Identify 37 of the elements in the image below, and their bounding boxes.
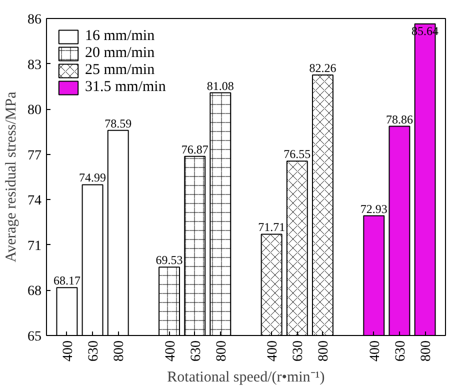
y-tick-label: 77 xyxy=(28,148,42,164)
x-tick-label: 630 xyxy=(393,340,408,362)
y-axis-title: Average residual stress/MPa xyxy=(4,91,20,262)
legend-label: 31.5 mm/min xyxy=(85,79,166,96)
y-tick-label: 74 xyxy=(28,194,42,209)
x-tick-label: 800 xyxy=(419,340,434,362)
data-label: 82.26 xyxy=(309,60,336,75)
x-tick-label: 400 xyxy=(266,340,281,362)
x-tick-label: 800 xyxy=(112,340,128,362)
x-tick-label: 630 xyxy=(86,340,102,362)
data-label: 76.55 xyxy=(284,147,311,162)
x-tick-label: 400 xyxy=(163,340,178,362)
legend-label: 16 mm/min xyxy=(85,28,155,45)
data-label: 69.53 xyxy=(156,253,183,268)
x-tick-label: 630 xyxy=(291,340,306,362)
x-tick-label: 400 xyxy=(368,340,383,362)
x-axis-title: Rotational speed/(r•min⁻¹) xyxy=(167,370,325,386)
legend-label: 20 mm/min xyxy=(85,45,155,62)
data-label: 78.59 xyxy=(104,116,132,130)
y-tick-label: 80 xyxy=(28,103,42,118)
x-tick-label: 800 xyxy=(316,340,332,362)
y-tick-label: 83 xyxy=(28,58,42,73)
y-tick-label: 65 xyxy=(28,330,42,344)
x-tick-label: 630 xyxy=(188,340,204,362)
x-tick-label: 800 xyxy=(214,340,230,362)
x-tick-label: 400 xyxy=(60,340,76,362)
y-tick-label: 86 xyxy=(28,12,42,28)
legend-label: 25 mm/min xyxy=(85,62,155,79)
data-label: 74.99 xyxy=(79,170,106,185)
y-tick-label: 71 xyxy=(28,238,42,254)
data-label: 71.71 xyxy=(258,220,286,234)
data-label: 72.93 xyxy=(360,202,388,216)
data-label: 68.17 xyxy=(53,274,80,288)
data-label: 78.86 xyxy=(386,112,413,126)
y-tick-label: 68 xyxy=(28,284,42,300)
data-label: 81.08 xyxy=(206,78,234,93)
data-label: 76.87 xyxy=(181,142,208,156)
